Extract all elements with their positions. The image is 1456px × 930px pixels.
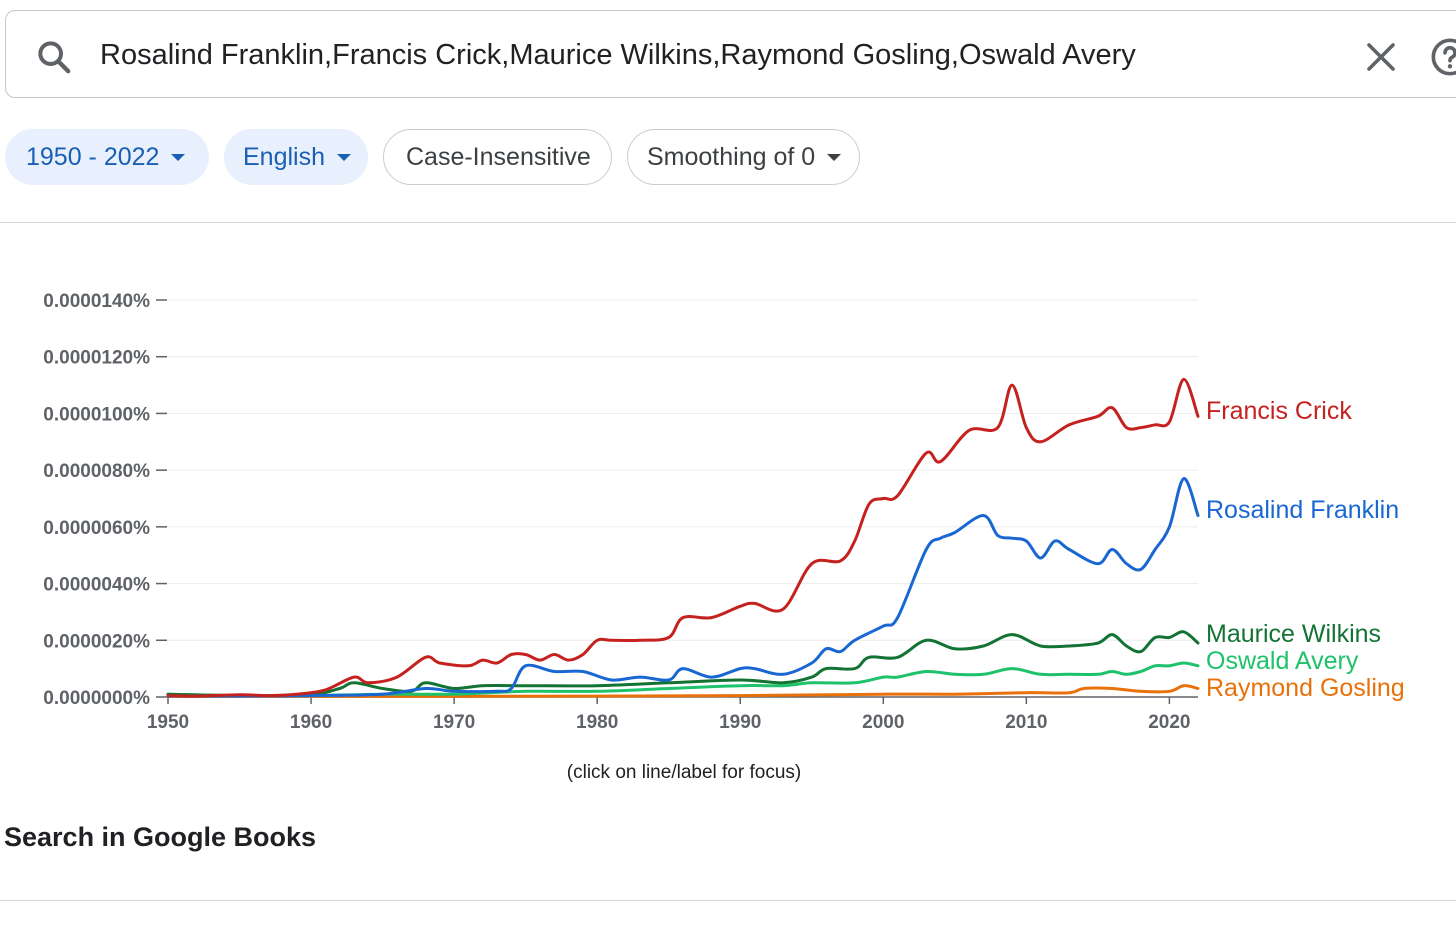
close-icon[interactable] (1363, 39, 1399, 75)
search-input[interactable]: Rosalind Franklin,Francis Crick,Maurice … (100, 39, 1136, 71)
divider (0, 900, 1456, 901)
y-tick-label: 0.0000060% (43, 518, 150, 539)
series-label-rosalind-franklin[interactable]: Rosalind Franklin (1206, 496, 1399, 524)
case-label: Case-Insensitive (406, 142, 591, 171)
x-tick-label: 1960 (290, 712, 332, 733)
y-tick-label: 0.0000000% (43, 688, 150, 709)
series-label-francis-crick[interactable]: Francis Crick (1206, 397, 1352, 425)
language-chip[interactable]: English (224, 129, 368, 185)
chevron-down-icon (827, 153, 842, 161)
series-line-raymond-gosling[interactable] (166, 684, 1200, 698)
year-range-chip[interactable]: 1950 - 2022 (5, 129, 209, 185)
y-tick-label: 0.0000020% (43, 631, 150, 652)
series-labels: Francis Crick Rosalind Franklin Maurice Wi… (1206, 397, 1405, 702)
y-tick-label: 0.0000100% (43, 404, 150, 425)
series-lines (166, 377, 1200, 698)
chart-focus-note: (click on line/label for focus) (567, 762, 801, 783)
ngram-chart: 0.0000000% 0.0000020% 0.0000040% 0.0000060%… (43, 291, 1405, 783)
smoothing-label: Smoothing of 0 (647, 142, 816, 171)
grid-lines (168, 299, 1198, 641)
x-tick-label: 2020 (1148, 712, 1190, 733)
y-axis: 0.0000000% 0.0000020% 0.0000040% 0.0000060%… (43, 291, 167, 709)
divider (0, 222, 1456, 223)
series-line-rosalind-franklin[interactable] (166, 477, 1200, 698)
y-tick-label: 0.0000040% (43, 575, 150, 596)
year-range-label: 1950 - 2022 (26, 142, 160, 171)
smoothing-chip[interactable]: Smoothing of 0 (627, 129, 860, 185)
series-line-maurice-wilkins[interactable] (166, 630, 1200, 698)
help-icon[interactable] (1430, 37, 1456, 77)
y-tick-label: 0.0000080% (43, 461, 150, 482)
series-label-raymond-gosling[interactable]: Raymond Gosling (1206, 674, 1405, 702)
chevron-down-icon (171, 153, 186, 161)
series-label-maurice-wilkins[interactable]: Maurice Wilkins (1206, 620, 1381, 648)
x-tick-label: 1970 (433, 712, 475, 733)
x-tick-label: 1990 (719, 712, 761, 733)
case-insensitive-chip[interactable]: Case-Insensitive (383, 129, 612, 185)
x-tick-label: 2010 (1005, 712, 1047, 733)
y-tick-label: 0.0000120% (43, 348, 150, 369)
x-tick-label: 1980 (576, 712, 618, 733)
section-title: Search in Google Books (4, 822, 317, 852)
search-bar[interactable]: Rosalind Franklin,Francis Crick,Maurice … (5, 10, 1456, 98)
y-tick-label: 0.0000140% (43, 291, 150, 312)
series-line-francis-crick[interactable] (166, 377, 1200, 698)
series-label-oswald-avery[interactable]: Oswald Avery (1206, 647, 1359, 675)
language-label: English (243, 142, 325, 171)
chevron-down-icon (337, 153, 351, 161)
x-axis: 1950 1960 1970 1980 1990 2000 2010 2020 (147, 696, 1198, 733)
x-tick-label: 2000 (862, 712, 904, 733)
series-line-oswald-avery[interactable] (166, 661, 1200, 698)
search-icon[interactable] (34, 37, 74, 77)
x-tick-label: 1950 (147, 712, 189, 733)
